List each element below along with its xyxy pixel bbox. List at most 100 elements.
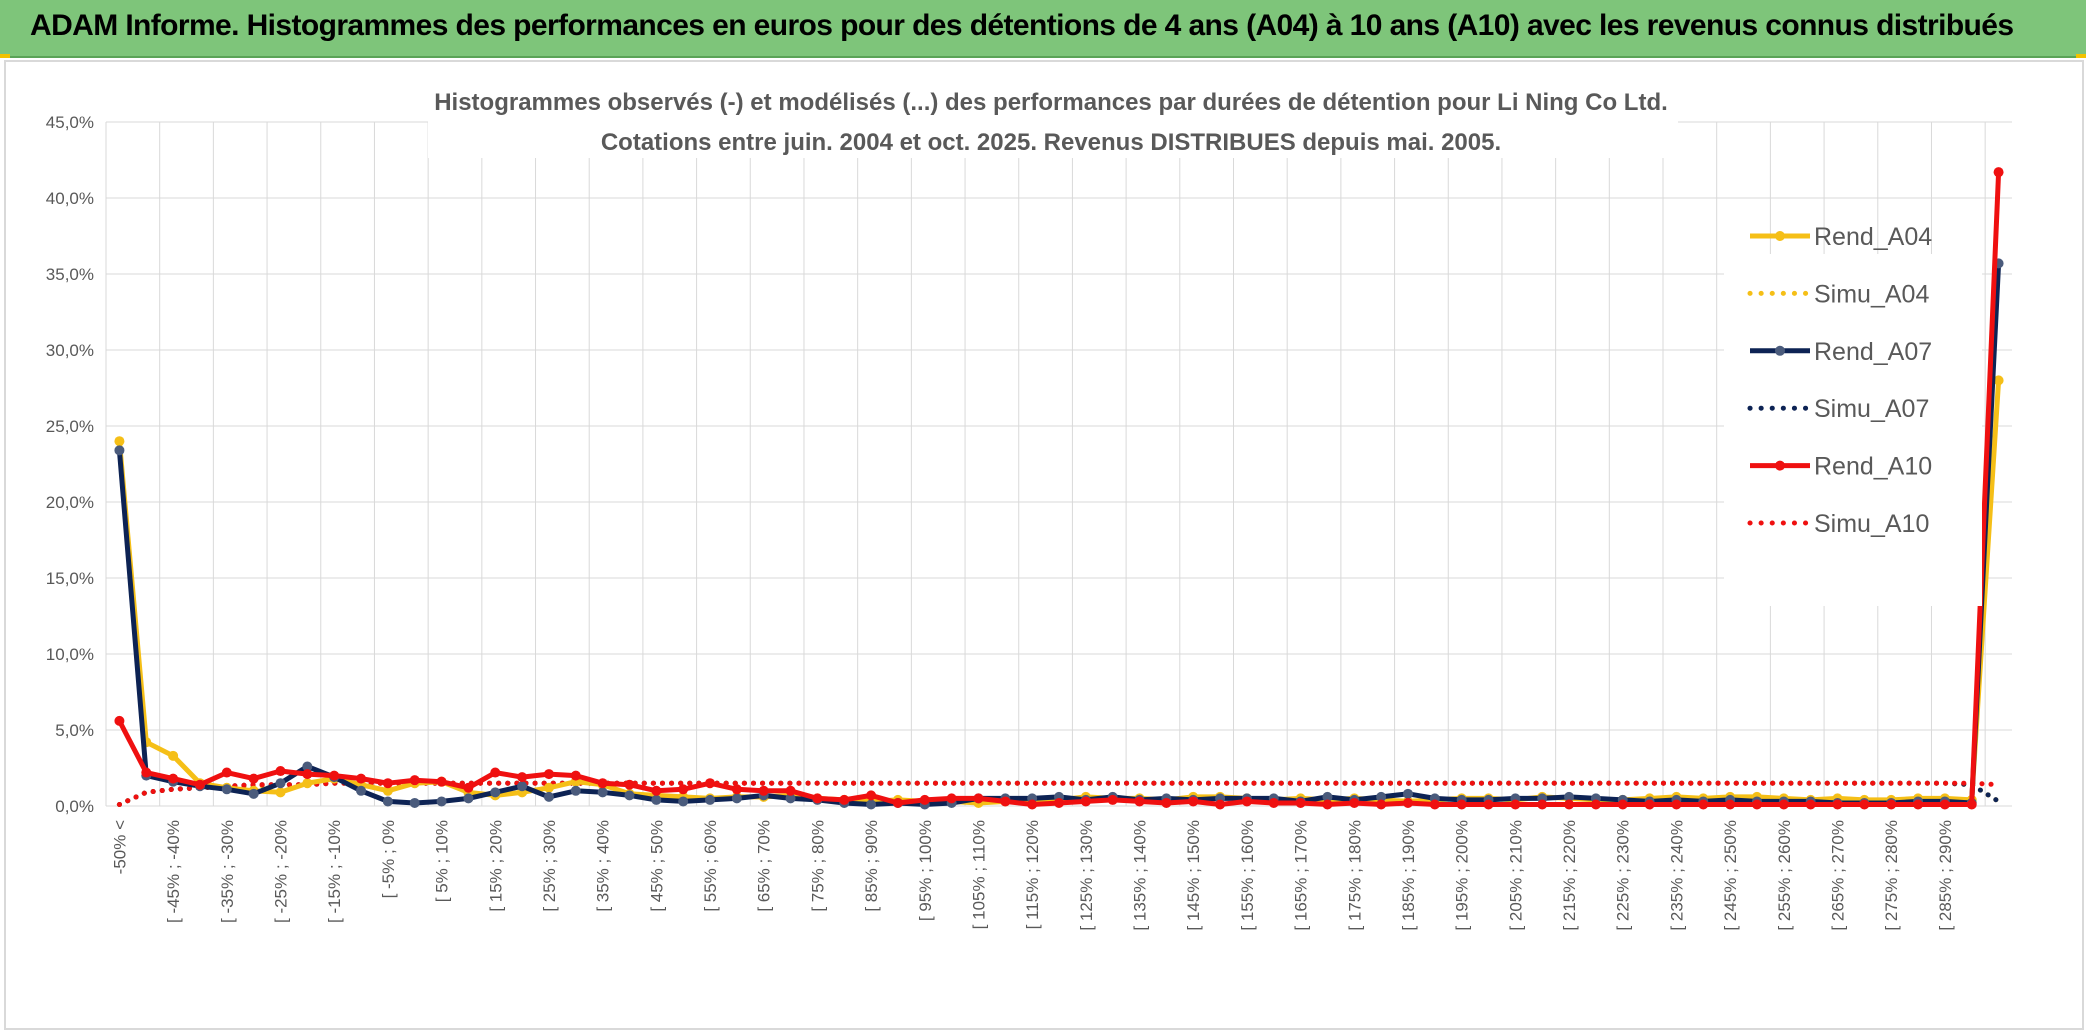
data-point (1805, 799, 1816, 810)
data-point (302, 761, 313, 772)
data-point (1564, 799, 1575, 810)
data-point (463, 793, 474, 804)
x-tick-label: [ 75% ; 80% (808, 820, 827, 912)
x-tick-label: [ 65% ; 70% (755, 820, 774, 912)
data-point (1268, 797, 1279, 808)
x-tick-label: [ 55% ; 60% (701, 820, 720, 912)
data-point (436, 796, 447, 807)
y-tick-label: 35,0% (46, 265, 94, 284)
x-tick-label: [ 195% ; 200% (1453, 820, 1472, 931)
data-point (409, 797, 420, 808)
legend-item: Simu_A04 (1747, 280, 1929, 308)
data-point (1456, 799, 1467, 810)
data-point (1617, 799, 1628, 810)
x-tick-label: [ 15% ; 20% (486, 820, 505, 912)
y-tick-label: 20,0% (46, 493, 94, 512)
x-tick-label: [ 165% ; 170% (1292, 820, 1311, 931)
x-tick-label: [ 125% ; 130% (1077, 820, 1096, 931)
y-tick-label: 30,0% (46, 341, 94, 360)
data-point (651, 785, 662, 796)
data-point (1644, 799, 1655, 810)
data-point (221, 784, 232, 795)
chart-area: Histogrammes observés (-) et modélisés (… (4, 60, 2084, 1030)
x-tick-label: [ 45% ; 50% (647, 820, 666, 912)
corner-accent-right (2076, 54, 2086, 58)
x-tick-label: [ 235% ; 240% (1667, 820, 1686, 931)
data-point (597, 787, 608, 798)
data-point (785, 785, 796, 796)
data-point (248, 788, 259, 799)
data-point (919, 794, 930, 805)
x-tick-label: [ -45% ; -40% (164, 820, 183, 923)
data-point (1537, 799, 1548, 810)
x-tick-label: [ -35% ; -30% (218, 820, 237, 923)
legend-marker (1775, 345, 1785, 356)
data-point (1402, 797, 1413, 808)
data-point (1913, 799, 1924, 810)
data-point (356, 773, 367, 784)
x-tick-label: [ 215% ; 220% (1560, 820, 1579, 931)
data-point (1993, 375, 2004, 386)
data-point (1564, 791, 1575, 802)
data-point (1510, 799, 1521, 810)
data-point (1483, 799, 1494, 810)
data-point (194, 779, 205, 790)
chart-title-background (428, 82, 1678, 158)
y-tick-label: 10,0% (46, 645, 94, 664)
data-point (1161, 797, 1172, 808)
data-point (382, 796, 393, 807)
data-point (785, 793, 796, 804)
data-point (114, 445, 125, 456)
data-point (1376, 791, 1387, 802)
data-point (758, 785, 769, 796)
data-point (973, 793, 984, 804)
legend-item: Rend_A07 (1750, 338, 1932, 366)
data-point (624, 779, 635, 790)
y-tick-label: 25,0% (46, 417, 94, 436)
legend-label: Simu_A10 (1814, 510, 1929, 538)
data-point (543, 791, 554, 802)
data-point (1698, 799, 1709, 810)
series-lines (114, 167, 2004, 810)
data-point (302, 778, 313, 789)
legend: Rend_A04 Simu_A04 Rend_A07 Simu_A07 Rend_A10… (1724, 223, 1982, 606)
data-point (1993, 167, 2004, 178)
data-point (436, 776, 447, 787)
data-point (892, 797, 903, 808)
data-point (1429, 799, 1440, 810)
data-point (1080, 796, 1091, 807)
data-point (597, 778, 608, 789)
legend-item: Simu_A07 (1747, 395, 1929, 423)
y-tick-label: 45,0% (46, 113, 94, 132)
data-point (839, 794, 850, 805)
x-tick-label: [ 205% ; 210% (1506, 820, 1525, 931)
data-point (221, 767, 232, 778)
data-point (705, 778, 716, 789)
x-tick-label: [ 245% ; 250% (1721, 820, 1740, 931)
data-point (946, 793, 957, 804)
data-point (812, 793, 823, 804)
data-point (731, 784, 742, 795)
data-point (866, 790, 877, 801)
data-point (356, 785, 367, 796)
y-tick-label: 40,0% (46, 189, 94, 208)
chart-subtitle: Cotations entre juin. 2004 et oct. 2025.… (601, 129, 1501, 156)
data-point (570, 785, 581, 796)
data-point (543, 769, 554, 780)
legend-label: Simu_A07 (1814, 395, 1929, 423)
x-tick-label: [ 145% ; 150% (1184, 820, 1203, 931)
legend-item: Simu_A10 (1747, 510, 1929, 538)
header-banner: ADAM Informe. Histogrammes des performan… (0, 0, 2086, 58)
x-axis-ticks: -50% < [ -45% ; -40% [ -35% ; -30% [ -25% ;… (110, 820, 1954, 931)
data-point (141, 767, 152, 778)
chart-title: Histogrammes observés (-) et modélisés (… (434, 89, 1668, 116)
data-point (302, 769, 313, 780)
x-tick-label: [ -25% ; -20% (271, 820, 290, 923)
x-tick-label: [ 225% ; 230% (1614, 820, 1633, 931)
legend-label: Simu_A04 (1814, 280, 1929, 308)
data-point (1027, 799, 1038, 810)
corner-accent-left (0, 54, 10, 58)
x-tick-label: [ 5% ; 10% (433, 820, 452, 902)
x-tick-label: [ 155% ; 160% (1238, 820, 1257, 931)
data-point (731, 793, 742, 804)
